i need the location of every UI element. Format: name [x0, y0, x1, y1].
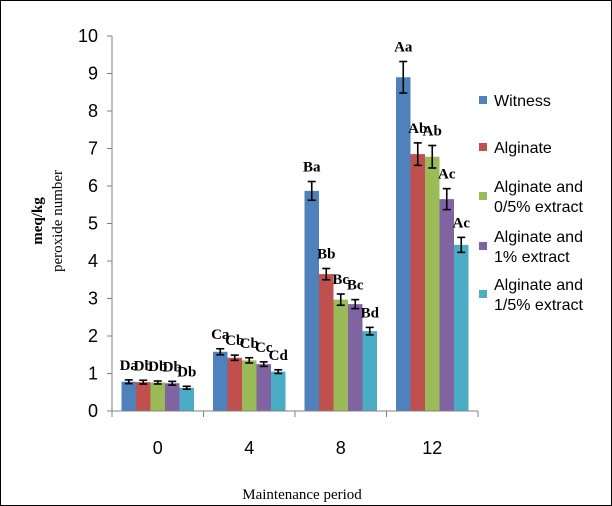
bar — [348, 304, 363, 411]
bar — [213, 351, 228, 411]
x-tick-label: 12 — [422, 438, 442, 458]
bar-series — [121, 77, 469, 411]
x-axis-tick-labels: 0 4 8 12 — [153, 438, 443, 458]
bar-label: Db — [177, 364, 196, 380]
legend-swatch — [479, 192, 487, 200]
legend-entry-label: 1% extract — [494, 249, 570, 266]
y-tick-label: 4 — [88, 251, 98, 271]
y-tick-label: 3 — [88, 289, 98, 309]
axes — [107, 35, 479, 417]
bar — [439, 199, 454, 411]
bar — [121, 381, 136, 411]
legend-entry-label: Witness — [494, 93, 551, 110]
error-bars — [124, 60, 466, 391]
legend-entry-label: Alginate and — [494, 229, 583, 246]
bar-significance-labels: Da Ca Ba Aa Db Cb Bb Ab Db Cb Bc Ab Db Cc Bc Ac Db Cd Bd Ac — [120, 40, 471, 381]
bar — [362, 331, 377, 411]
legend-swatch — [479, 96, 487, 104]
y-tick-label: 5 — [88, 214, 98, 234]
bar — [179, 387, 194, 411]
bar-label: Db — [163, 359, 182, 375]
bar-label: Ca — [211, 327, 230, 343]
bar-label: Cd — [269, 348, 289, 364]
legend-swatch — [479, 143, 487, 151]
y-tick-label: 6 — [88, 176, 98, 196]
bar — [396, 77, 411, 411]
bar-label: Bc — [332, 272, 349, 288]
bar — [454, 244, 469, 411]
bar — [150, 382, 165, 411]
bar — [165, 383, 180, 411]
bar — [136, 382, 151, 411]
bar-label: Ab — [408, 121, 427, 137]
bar-label: Aa — [394, 40, 413, 56]
y-tick-label: 1 — [88, 364, 98, 384]
bar — [425, 156, 440, 411]
x-axis-title: Maintenance period — [242, 487, 362, 503]
bar-label: Bd — [361, 305, 380, 321]
bar-label: Bc — [347, 278, 364, 294]
bar — [319, 274, 334, 411]
bar — [271, 371, 286, 411]
x-tick-label: 8 — [336, 438, 346, 458]
legend: Witness Alginate Alginate and 0/5% extract A… — [479, 93, 583, 314]
y-tick-label: 2 — [88, 326, 98, 346]
bar — [304, 190, 319, 411]
bar-label: Ab — [423, 124, 442, 140]
y-tick-label: 10 — [78, 26, 98, 46]
y-axis-title-line1: meq/kg — [30, 197, 46, 245]
bar-label: Cb — [225, 333, 244, 349]
legend-entry-label: 0/5% extract — [494, 199, 583, 216]
bar-label: Da — [120, 358, 139, 374]
y-tick-label: 8 — [88, 101, 98, 121]
bar-label: Ba — [303, 160, 321, 176]
bar-label: Db — [134, 358, 153, 374]
bar-label: Ac — [438, 167, 456, 183]
x-tick-label: 0 — [153, 438, 163, 458]
bar-label: Ac — [453, 215, 471, 231]
bar — [256, 364, 271, 411]
legend-entry-label: Alginate and — [494, 277, 583, 294]
legend-entry-label: 1/5% extract — [494, 297, 583, 314]
bar — [410, 154, 425, 411]
y-tick-label: 0 — [88, 401, 98, 421]
legend-entry-label: Alginate — [494, 140, 552, 157]
bar-label: Cb — [240, 336, 259, 352]
bar — [227, 357, 242, 411]
bar — [242, 360, 257, 411]
x-tick-label: 4 — [244, 438, 254, 458]
y-tick-label: 9 — [88, 64, 98, 84]
y-axis-tick-labels: 0 1 2 3 4 5 6 7 8 9 10 — [78, 26, 98, 421]
bar-label: Db — [148, 359, 167, 375]
y-axis-title-line2: peroxide number — [50, 170, 66, 272]
legend-swatch — [479, 242, 487, 250]
bar-label: Cc — [255, 340, 273, 356]
legend-entry-label: Alginate and — [494, 179, 583, 196]
y-tick-label: 7 — [88, 139, 98, 159]
bar — [333, 299, 348, 411]
bar-label: Bb — [317, 247, 335, 263]
legend-swatch — [479, 290, 487, 298]
